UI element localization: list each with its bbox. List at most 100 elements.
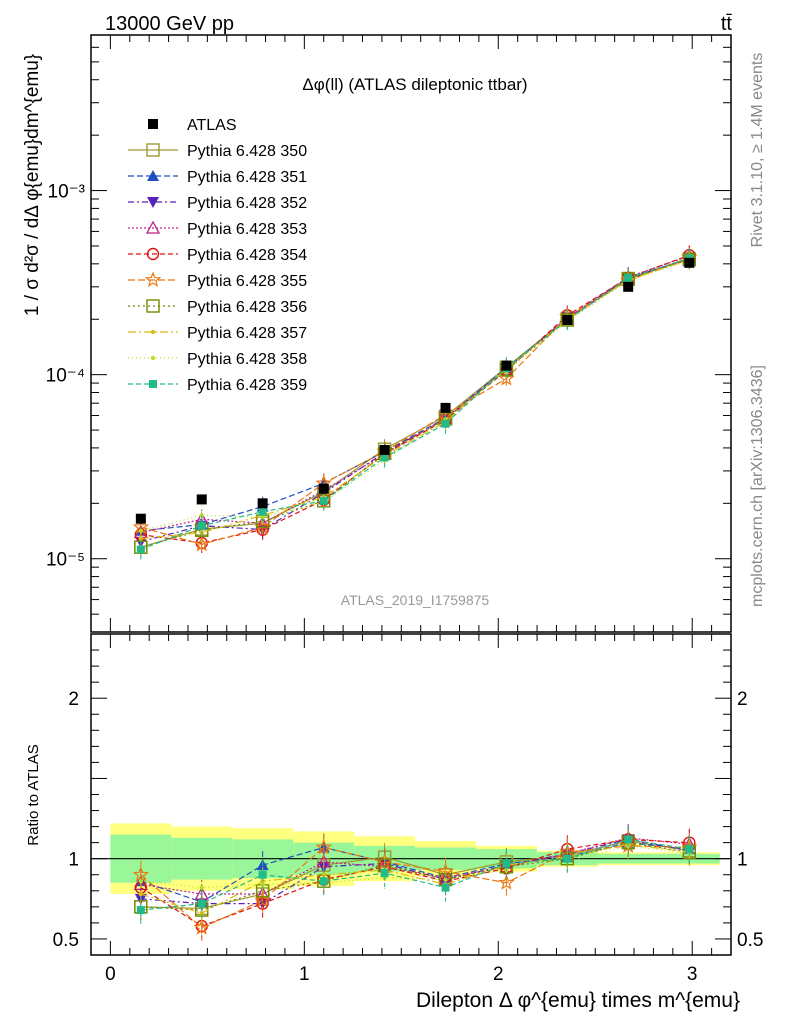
- header-left: 13000 GeV pp: [105, 13, 234, 35]
- ratio-line-7: [140, 843, 690, 914]
- y-axis-label: 1 / σ d²σ / dΔ φ{emu}dm^{emu}: [22, 54, 43, 316]
- main-point-8-0: [138, 528, 144, 533]
- ratio-line-2: [140, 838, 690, 905]
- ratio-point-9-8: [624, 835, 633, 844]
- atlas-point-2: [257, 498, 268, 509]
- ratio-line-6: [140, 842, 690, 911]
- main-line-3: [140, 255, 690, 534]
- legend-label-atlas: ATLAS: [187, 117, 237, 134]
- ratio-tick-label-left-0: 0.5: [53, 930, 79, 951]
- atlas-point-7: [562, 315, 573, 326]
- legend: ATLAS Pythia 6.428 350 Pythia 6.428 351 Pyt…: [128, 117, 307, 394]
- main-point-5-1: [193, 535, 210, 552]
- legend-marker-2: [147, 197, 159, 208]
- ratio-point-5-6: [498, 874, 515, 890]
- main-point-9-5: [441, 419, 450, 428]
- main-line-9: [140, 257, 690, 551]
- ratio-line-0: [140, 840, 690, 910]
- ratio-axis-label: Ratio to ATLAS: [25, 744, 42, 845]
- legend-label-2: Pythia 6.428 352: [187, 195, 307, 212]
- x-tick-label-3: 3: [687, 964, 698, 985]
- main-point-9-2: [258, 507, 267, 516]
- chart-title: Δφ(ll) (ATLAS dileptonic ttbar): [302, 75, 527, 94]
- atlas-point-4: [379, 444, 390, 455]
- ratio-point-9-7: [563, 854, 572, 863]
- main-line-6: [140, 259, 690, 548]
- legend-marker-4: [146, 247, 160, 261]
- ratio-tick-label-right-1: 1: [737, 850, 748, 871]
- atlas-point-9: [684, 257, 695, 268]
- legend-label-8: Pythia 6.428 358: [187, 351, 307, 368]
- ratio-point-9-3: [319, 877, 328, 886]
- ratio-line-4: [140, 838, 690, 927]
- ratio-point-7-0: [138, 891, 144, 897]
- main-point-9-8: [624, 273, 633, 282]
- atlas-point-6: [501, 360, 512, 371]
- ratio-tick-label-left-1: 1: [68, 850, 79, 871]
- ratio-point-9-4: [380, 869, 389, 878]
- atlas-point-5: [440, 402, 451, 413]
- ratio-point-7-3: [321, 872, 326, 877]
- x-axis-label: Dilepton Δ φ^{emu} times m^{emu}: [416, 989, 740, 1012]
- main-frame: [90, 34, 732, 633]
- legend-marker-9: [149, 380, 157, 388]
- y-tick-label-1: 10⁻⁴: [46, 366, 85, 387]
- ratio-series-lines: [132, 823, 698, 942]
- atlas-point-3: [318, 483, 329, 494]
- main-point-8-1: [199, 513, 204, 518]
- header-right: tt̄: [721, 13, 733, 35]
- ratio-uncertainty-bands: [91, 823, 731, 895]
- legend-label-1: Pythia 6.428 351: [187, 169, 307, 186]
- legend-marker-6: [146, 299, 160, 313]
- legend-marker-8: [150, 355, 156, 361]
- x-tick-label-2: 2: [493, 964, 504, 985]
- main-line-7: [140, 259, 690, 540]
- ratio-point-8-1: [199, 885, 204, 890]
- main-point-9-0: [136, 545, 145, 554]
- ratio-tick-label-left-2: 2: [68, 689, 79, 710]
- legend-label-4: Pythia 6.428 354: [187, 247, 307, 264]
- legend-marker-0: [146, 143, 160, 157]
- legend-marker-3: [145, 220, 161, 234]
- ratio-point-9-0: [136, 906, 145, 915]
- legend-marker-atlas: [148, 119, 158, 129]
- ratio-point-9-5: [441, 883, 450, 892]
- ratio-point-9-6: [502, 859, 511, 868]
- ratio-point-8-0: [138, 878, 144, 884]
- legend-label-0: Pythia 6.428 350: [187, 143, 307, 160]
- main-point-5-2: [254, 518, 271, 535]
- ratio-point-7-1: [199, 911, 204, 916]
- main-point-8-2: [260, 515, 265, 520]
- y-tick-label-2: 10⁻³: [48, 182, 86, 203]
- legend-label-7: Pythia 6.428 357: [187, 325, 307, 342]
- main-point-9-3: [319, 496, 328, 505]
- ratio-point-3-0: [133, 877, 148, 891]
- ratio-line-9: [140, 838, 690, 911]
- y-tick-label-0: 10⁻⁵: [46, 550, 85, 571]
- ratio-tick-label-right-0: 0.5: [737, 930, 763, 951]
- ratio-line-3: [140, 837, 690, 895]
- atlas-point-8: [623, 281, 634, 292]
- ratio-point-8-5: [443, 877, 448, 882]
- legend-label-5: Pythia 6.428 355: [187, 273, 307, 290]
- ratio-point-9-2: [258, 870, 267, 879]
- mcplots-label: mcplots.cern.ch [arXiv:1306.3436]: [749, 365, 766, 607]
- atlas-point-1: [196, 494, 207, 505]
- x-tick-label-0: 0: [105, 964, 116, 985]
- legend-marker-1: [147, 170, 159, 181]
- ratio-point-5-0: [132, 866, 150, 882]
- main-point-9-1: [197, 521, 206, 530]
- ratio-point-8-2: [260, 882, 265, 887]
- axis-ticks: 0 1 2 3 10⁻⁵ 10⁻⁴ 10⁻³ 0.5 0.5 1 1 2 2: [46, 34, 763, 985]
- ratio-point-9-9: [685, 845, 694, 854]
- ratio-point-5-3: [315, 838, 332, 855]
- legend-label-3: Pythia 6.428 353: [187, 221, 307, 238]
- ratio-frame: [90, 633, 732, 956]
- legend-marker-5: [144, 271, 162, 288]
- legend-marker-7: [150, 329, 156, 335]
- main-point-9-4: [380, 453, 389, 462]
- main-point-7-0: [138, 536, 144, 541]
- ratio-tick-label-right-2: 2: [737, 689, 748, 710]
- atlas-point-0: [135, 513, 146, 524]
